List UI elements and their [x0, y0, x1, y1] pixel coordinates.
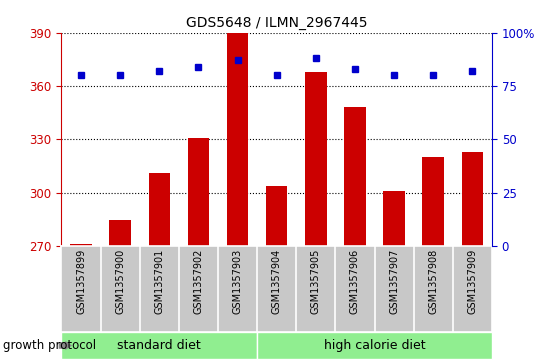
Text: GSM1357906: GSM1357906	[350, 249, 360, 314]
Bar	[462, 152, 483, 246]
Bar	[188, 138, 209, 246]
Text: GSM1357901: GSM1357901	[154, 249, 164, 314]
Text: GSM1357903: GSM1357903	[233, 249, 243, 314]
Bar	[305, 72, 326, 246]
Bar	[344, 107, 366, 246]
Title: GDS5648 / ILMN_2967445: GDS5648 / ILMN_2967445	[186, 16, 367, 30]
Text: GSM1357904: GSM1357904	[272, 249, 282, 314]
Bar	[257, 332, 492, 359]
Bar	[110, 220, 131, 246]
Text: GSM1357902: GSM1357902	[193, 249, 203, 314]
Text: standard diet: standard diet	[117, 339, 201, 352]
Bar	[149, 173, 170, 246]
Text: GSM1357908: GSM1357908	[428, 249, 438, 314]
Text: GSM1357900: GSM1357900	[115, 249, 125, 314]
Text: GSM1357899: GSM1357899	[76, 249, 86, 314]
Bar	[61, 332, 257, 359]
Text: GSM1357905: GSM1357905	[311, 249, 321, 314]
Bar	[383, 191, 405, 246]
Bar	[423, 157, 444, 246]
Text: growth protocol: growth protocol	[3, 339, 96, 352]
Text: GSM1357907: GSM1357907	[389, 249, 399, 314]
Bar	[70, 244, 92, 246]
Bar	[227, 33, 248, 246]
Bar	[266, 186, 287, 246]
Text: high calorie diet: high calorie diet	[324, 339, 425, 352]
Text: GSM1357909: GSM1357909	[467, 249, 477, 314]
